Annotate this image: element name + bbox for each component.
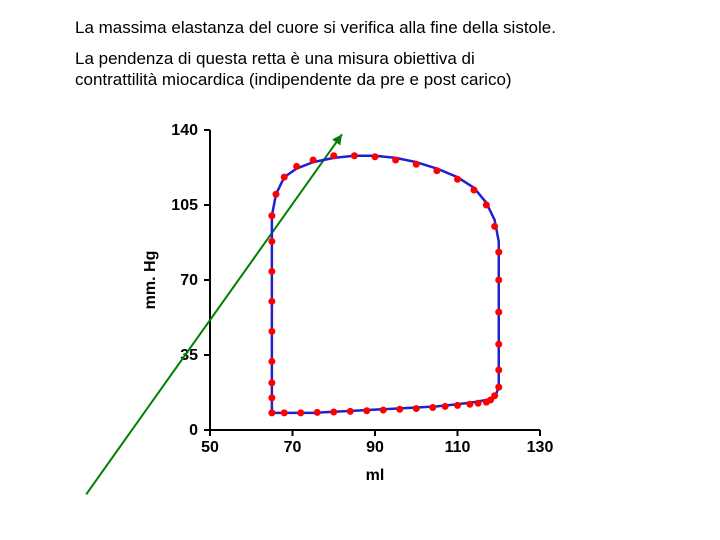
- data-marker: [413, 405, 420, 412]
- x-tick-label: 110: [445, 439, 471, 456]
- data-marker: [396, 406, 403, 413]
- data-marker: [297, 409, 304, 416]
- data-marker: [268, 212, 275, 219]
- data-marker: [454, 176, 461, 183]
- x-tick-label: 70: [284, 439, 302, 456]
- data-marker: [442, 403, 449, 410]
- data-marker: [268, 379, 275, 386]
- data-marker: [413, 161, 420, 168]
- data-marker: [363, 407, 370, 414]
- caption-line2: La pendenza di questa retta è una misura…: [75, 48, 512, 91]
- data-marker: [273, 191, 280, 198]
- data-marker: [281, 409, 288, 416]
- data-marker: [372, 153, 379, 160]
- data-marker: [483, 202, 490, 209]
- data-marker: [268, 238, 275, 245]
- data-marker: [471, 187, 478, 194]
- data-marker: [392, 157, 399, 164]
- y-tick-label: 140: [171, 122, 198, 139]
- data-marker: [310, 157, 317, 164]
- data-marker: [268, 394, 275, 401]
- x-tick-label: 130: [527, 439, 554, 456]
- data-marker: [454, 402, 461, 409]
- data-marker: [330, 409, 337, 416]
- data-marker: [495, 277, 502, 284]
- data-marker: [429, 404, 436, 411]
- caption-line1: La massima elastanza del cuore si verifi…: [75, 18, 556, 38]
- data-marker: [268, 358, 275, 365]
- y-tick-label: 0: [189, 422, 198, 439]
- data-marker: [268, 268, 275, 275]
- y-tick-label: 70: [180, 272, 198, 289]
- data-marker: [314, 409, 321, 416]
- data-marker: [495, 309, 502, 316]
- data-marker: [433, 167, 440, 174]
- data-marker: [268, 409, 275, 416]
- x-tick-label: 50: [201, 439, 219, 456]
- data-marker: [475, 400, 482, 407]
- data-marker: [495, 367, 502, 374]
- data-marker: [347, 408, 354, 415]
- data-marker: [268, 298, 275, 305]
- data-marker: [268, 328, 275, 335]
- data-marker: [466, 401, 473, 408]
- data-marker: [495, 384, 502, 391]
- data-marker: [281, 174, 288, 181]
- x-axis-label: ml: [366, 467, 385, 484]
- y-tick-label: 105: [171, 197, 198, 214]
- pv-loop-chart: 03570105140507090110130mlmm. Hg: [60, 110, 620, 530]
- data-marker: [380, 407, 387, 414]
- x-tick-label: 90: [366, 439, 384, 456]
- data-marker: [495, 341, 502, 348]
- data-marker: [351, 152, 358, 159]
- data-marker: [491, 223, 498, 230]
- data-marker: [293, 163, 300, 170]
- data-marker: [330, 152, 337, 159]
- data-marker: [483, 399, 490, 406]
- data-marker: [495, 249, 502, 256]
- y-axis-label: mm. Hg: [142, 251, 159, 310]
